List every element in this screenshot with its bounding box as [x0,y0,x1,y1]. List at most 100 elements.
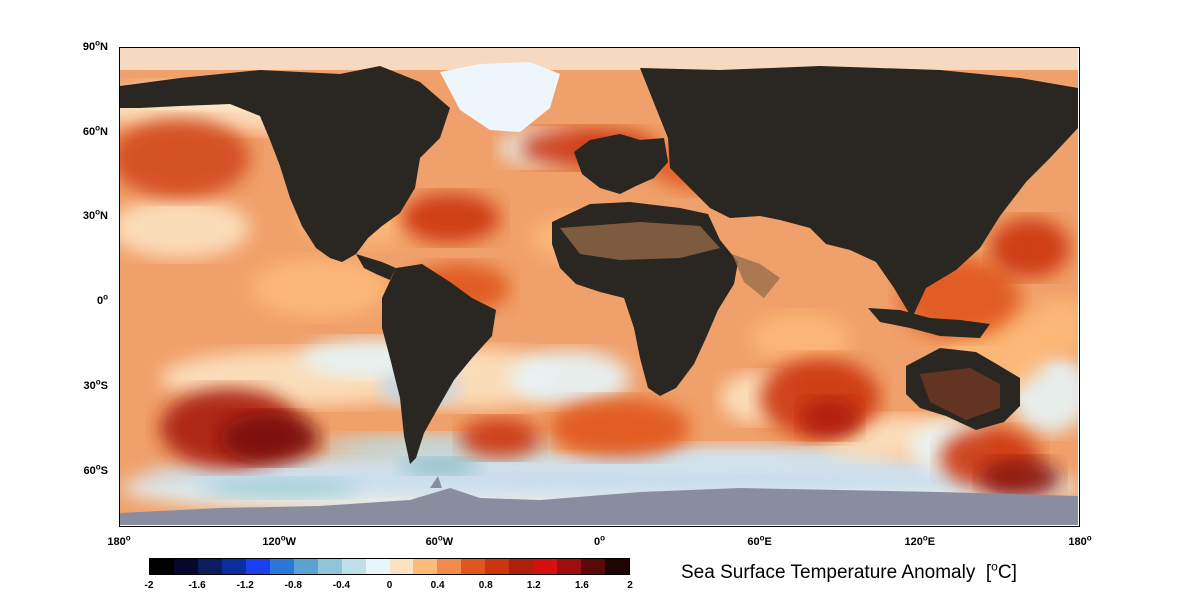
colorbar-title: Sea Surface Temperature Anomaly [oC] [681,559,1017,584]
degree-symbol: o [922,533,928,543]
colorbar-tick-label: -0.4 [332,580,351,591]
lon-label-hemisphere: W [442,536,454,548]
colorbar-swatch [509,559,534,574]
colorbar-swatch [341,559,366,574]
lat-label: 60oS [83,461,108,477]
anomaly-patch [980,458,1060,498]
lat-label-degrees: 60 [83,464,96,477]
lat-label: 90oN [82,38,108,53]
central-america-landmass [356,254,396,280]
europe-landmass [574,134,668,194]
lat-label-degrees: 30 [83,379,96,392]
lat-label-degrees: 0 [96,295,104,308]
colorbar-swatch [461,559,486,574]
sahara-desert [560,222,720,260]
colorbar-tick-label: -0.8 [284,580,302,591]
colorbar-swatch [437,559,462,574]
colorbar-swatch [581,559,606,574]
colorbar-unit-degree: o [991,559,998,574]
colorbar [149,558,630,575]
colorbar-swatch [293,559,318,574]
degree-symbol: o [280,533,286,543]
lon-label: 180o [1068,533,1092,548]
lat-label-degrees: 90 [82,41,96,53]
anomaly-patch [220,413,320,463]
sst-anomaly-map [119,47,1080,527]
lat-label-hemisphere: N [100,125,108,138]
map-canvas [120,48,1078,525]
degree-symbol: o [103,292,108,302]
colorbar-tick-label: 0.4 [430,580,445,591]
lon-label-degrees: 120 [904,536,923,548]
degree-symbol: o [437,533,443,543]
colorbar-tick-label: -2 [144,580,154,591]
arctic-band [120,48,1078,70]
lon-label: 120oE [904,533,936,548]
lon-label: 60oE [747,534,772,548]
lon-label: 120oW [262,533,296,548]
lat-label: 30oN [82,207,108,223]
colorbar-tick-label: 0.8 [478,580,493,591]
colorbar-swatch [269,559,294,574]
lon-label-hemisphere: E [764,536,772,548]
anomaly-patch [120,198,250,258]
anomaly-patch [460,418,540,458]
australia-interior [920,368,1000,420]
lon-label-degrees: 180 [107,536,126,548]
south-america-landmass [382,264,496,464]
colorbar-swatch [533,559,558,574]
lat-label-hemisphere: S [100,464,108,477]
degree-symbol: o [95,38,101,48]
colorbar-title-text: Sea Surface Temperature Anomaly [681,562,976,583]
colorbar-swatch [221,559,246,574]
degree-symbol: o [125,533,131,543]
anomaly-patch [400,193,500,243]
anomaly-patch [800,398,860,438]
degree-symbol: o [95,207,101,217]
colorbar-swatch [365,559,390,574]
antarctica-landmass [120,488,1078,525]
lat-label: 0o [96,292,108,308]
greenland-icesheet [440,62,560,132]
colorbar-tick-label: -1.2 [236,580,254,591]
lat-label-hemisphere: N [100,210,108,223]
lat-label-degrees: 30 [82,210,96,223]
lon-label: 60oW [425,533,454,548]
lon-label-hemisphere: E [927,536,936,548]
colorbar-swatch [150,559,174,574]
arabian-peninsula [732,254,780,298]
degree-symbol: o [95,377,101,387]
lat-label: 60oN [82,124,108,138]
degree-symbol: o [95,461,101,471]
colorbar-swatch [317,559,342,574]
lon-label: 0o [594,533,606,548]
colorbar-tick-label: -1.6 [188,580,206,591]
north-america-landmass [120,66,450,262]
lat-label-hemisphere: S [100,379,108,392]
anomaly-patch [200,478,360,498]
colorbar-tick-label: 2 [627,580,633,591]
colorbar-swatch [413,559,438,574]
colorbar-swatch [197,559,222,574]
lon-label-degrees: 120 [262,536,281,548]
degree-symbol: o [1086,533,1092,543]
lat-label-degrees: 60 [82,125,96,138]
colorbar-swatch [557,559,582,574]
asia-landmass [640,66,1078,318]
colorbar-tick-label: 0 [386,580,393,591]
antarctic-peninsula [430,476,442,488]
lat-label-hemisphere: N [100,41,108,53]
anomaly-patch [990,218,1070,278]
anomaly-patch [120,118,250,198]
maritime-continent-islands [868,308,990,338]
anomaly-patch [1030,298,1078,358]
anomaly-patch [510,350,630,406]
lon-label-degrees: 180 [1068,536,1087,548]
lon-label-degrees: 60 [425,536,438,548]
degree-symbol: o [600,533,606,543]
colorbar-swatch [245,559,270,574]
colorbar-unit-letter: C] [997,562,1017,583]
anomaly-patch [250,258,390,318]
colorbar-swatch [173,559,198,574]
colorbar-tick-label: 1.2 [526,580,541,591]
